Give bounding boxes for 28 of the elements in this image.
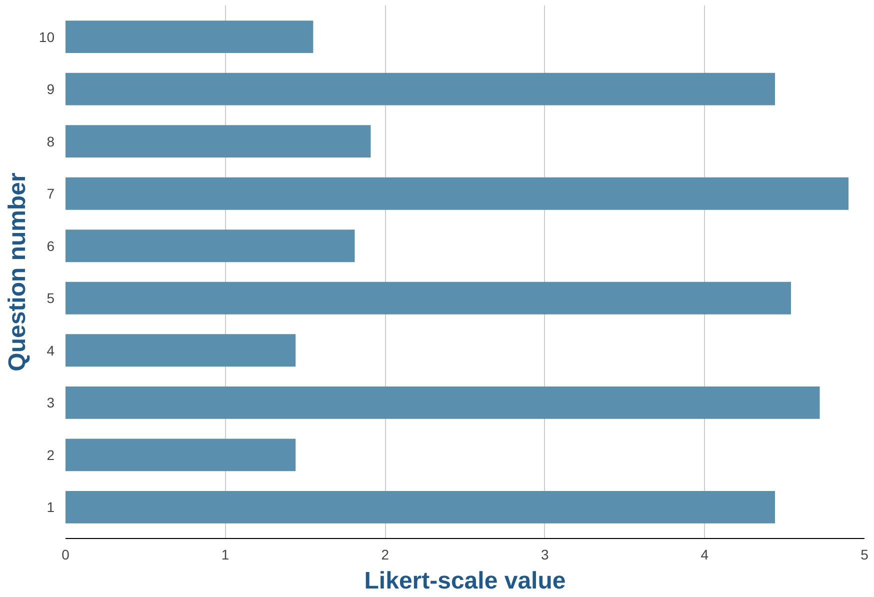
x-axis-title: Likert-scale value [364, 568, 566, 594]
y-axis-title: Question number [4, 172, 31, 372]
y-tick-label: 8 [46, 133, 55, 150]
bar [66, 334, 296, 367]
x-tick-label: 2 [381, 546, 390, 562]
y-tick-label: 5 [46, 290, 55, 306]
x-tick-label: 5 [860, 546, 869, 562]
y-tick-label: 6 [46, 238, 55, 254]
x-tick-label: 1 [221, 546, 230, 562]
bar [66, 282, 791, 314]
y-tick-label: 2 [46, 446, 55, 463]
y-tick-label: 1 [46, 499, 55, 516]
bar [66, 72, 776, 106]
x-tick-label: 4 [700, 546, 709, 562]
x-tick-label: 3 [541, 546, 550, 562]
y-tick-label: 3 [46, 394, 55, 411]
y-tick-label: 9 [46, 81, 55, 98]
x-tick-label: 0 [62, 546, 70, 562]
bar [66, 230, 355, 262]
bar [66, 490, 776, 524]
bar [66, 177, 849, 210]
y-tick-label: 7 [46, 186, 55, 202]
bar [66, 20, 314, 54]
y-tick-label: 10 [38, 28, 55, 45]
bar [66, 386, 820, 419]
y-tick-label: 4 [46, 342, 55, 358]
bar [66, 438, 296, 472]
bar [66, 125, 371, 158]
